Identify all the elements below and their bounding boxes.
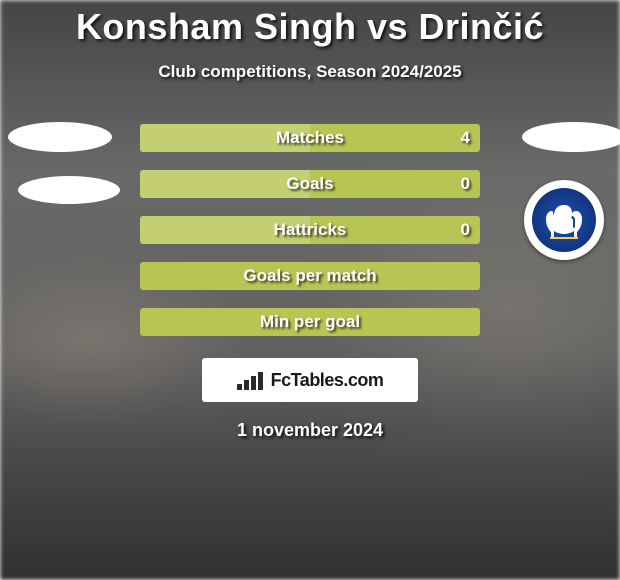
right-club-badge	[524, 180, 604, 260]
stat-value-right: 0	[461, 174, 470, 194]
stat-row-goals: Goals 0	[140, 170, 480, 198]
stat-row-matches: Matches 4	[140, 124, 480, 152]
subtitle: Club competitions, Season 2024/2025	[0, 62, 620, 82]
bar-chart-icon	[237, 370, 265, 390]
stat-label: Goals	[286, 174, 333, 194]
stat-value-right: 4	[461, 128, 470, 148]
badge-inner	[532, 188, 596, 252]
stat-label: Min per goal	[260, 312, 360, 332]
stat-label: Matches	[276, 128, 344, 148]
page-title: Konsham Singh vs Drinčić	[0, 0, 620, 48]
stat-row-goals-per-match: Goals per match	[140, 262, 480, 290]
brand-logo: FcTables.com	[202, 358, 418, 402]
stat-value-right: 0	[461, 220, 470, 240]
stat-row-min-per-goal: Min per goal	[140, 308, 480, 336]
date-text: 1 november 2024	[0, 420, 620, 441]
stat-label: Hattricks	[274, 220, 347, 240]
stat-row-hattricks: Hattricks 0	[140, 216, 480, 244]
stat-label: Goals per match	[243, 266, 376, 286]
brand-name: FcTables.com	[271, 370, 384, 391]
comparison-card: Konsham Singh vs Drinčić Club competitio…	[0, 0, 620, 580]
player-right-photo-placeholder	[522, 122, 620, 152]
player-left-photo-placeholder-1	[8, 122, 112, 152]
player-left-photo-placeholder-2	[18, 176, 120, 204]
elephant-icon	[542, 198, 586, 242]
